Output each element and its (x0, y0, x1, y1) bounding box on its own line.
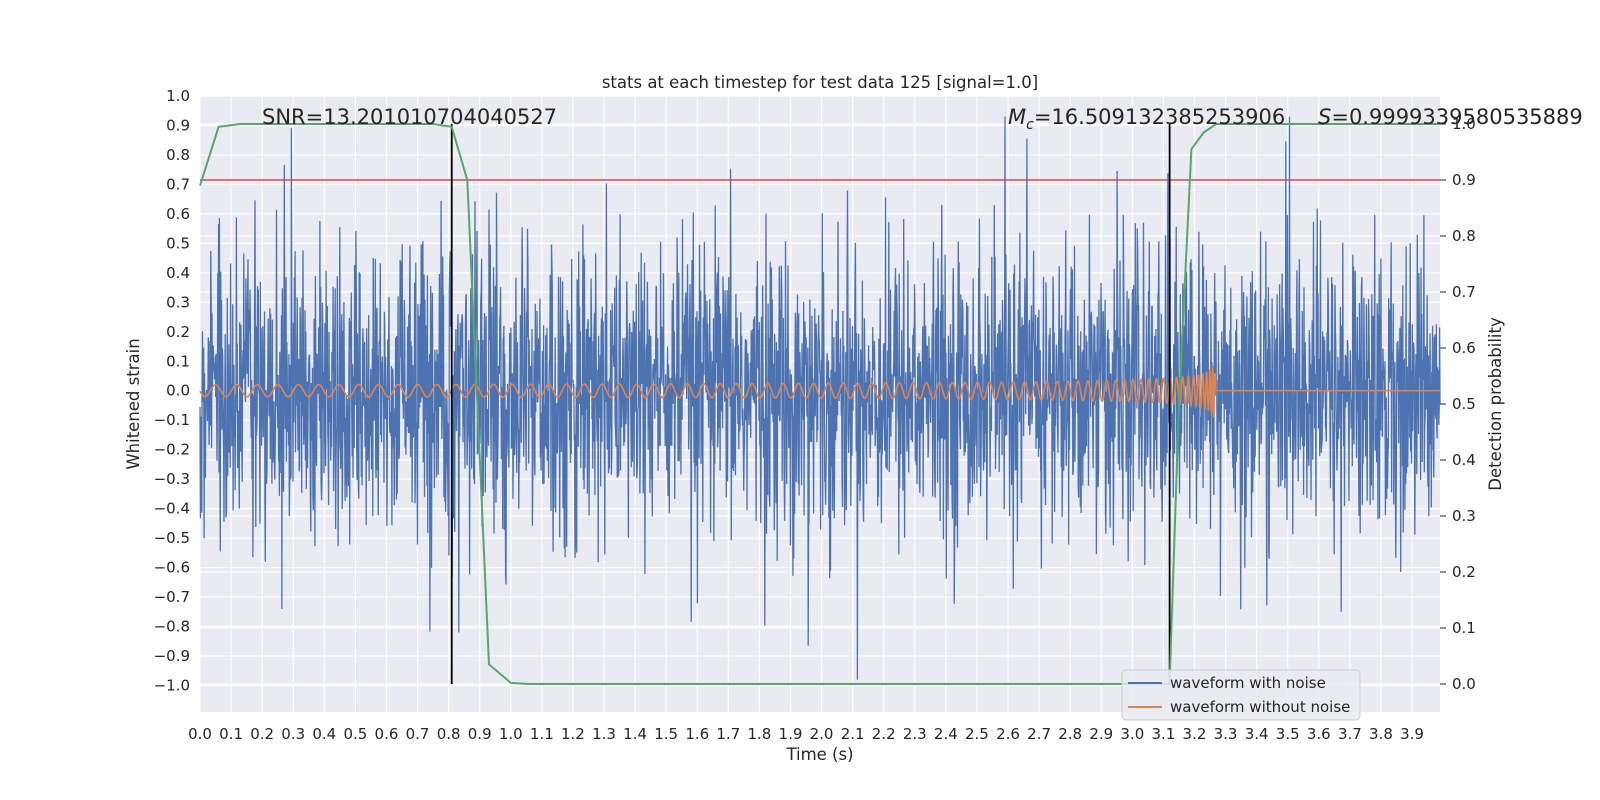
ylabel-right: Detection probability (1486, 317, 1505, 491)
legend-box (1121, 669, 1361, 721)
y-right-tick-label: 0.3 (1452, 507, 1476, 525)
y-tick-label: 0.2 (166, 323, 190, 341)
x-tick-label: 1.0 (499, 725, 523, 743)
x-tick-label: 0.1 (219, 725, 243, 743)
x-tick-label: 3.3 (1214, 725, 1238, 743)
y-right-tick-label: 0.5 (1452, 395, 1476, 413)
x-tick-label: 2.4 (934, 725, 958, 743)
x-tick-label: 2.3 (903, 725, 927, 743)
legend-label-signal: waveform without noise (1170, 698, 1350, 716)
x-tick-label: 3.9 (1400, 725, 1424, 743)
y-right-tick-label: 0.6 (1452, 339, 1476, 357)
x-tick-label: 2.7 (1027, 725, 1051, 743)
y-tick-label: −0.5 (154, 529, 190, 547)
y-tick-label: −0.8 (154, 618, 190, 636)
x-tick-label: 2.9 (1089, 725, 1113, 743)
x-tick-label: 0.7 (406, 725, 430, 743)
x-tick-label: 2.5 (965, 725, 989, 743)
y-tick-label: 0.9 (166, 116, 190, 134)
x-tick-label: 1.1 (530, 725, 554, 743)
waveform-without-noise-line (199, 365, 1440, 418)
x-tick-label: 2.2 (872, 725, 896, 743)
y-right-tick-label: 0.0 (1452, 675, 1476, 693)
y-right-tick-label: 0.2 (1452, 563, 1476, 581)
x-tick-label: 1.4 (623, 725, 647, 743)
title: stats at each timestep for test data 125… (602, 73, 1038, 92)
waveform-with-noise-line (199, 116, 1441, 680)
y-tick-label: 0.1 (166, 352, 190, 370)
y-tick-label: −1.0 (154, 676, 190, 694)
legend-label-noise: waveform with noise (1170, 674, 1326, 692)
x-tick-label: 0.5 (343, 725, 367, 743)
x-tick-label: 3.5 (1276, 725, 1300, 743)
y-tick-label: 0.3 (166, 293, 190, 311)
y-right-tick-label: 0.7 (1452, 283, 1476, 301)
y-right-tick-label: 0.4 (1452, 451, 1476, 469)
x-tick-label: 1.7 (716, 725, 740, 743)
y-tick-label: 0.7 (166, 175, 190, 193)
x-tick-label: 0.9 (468, 725, 492, 743)
y-tick-label: −0.7 (154, 588, 190, 606)
x-tick-label: 3.7 (1338, 725, 1362, 743)
x-tick-label: 3.1 (1151, 725, 1175, 743)
y-tick-label: 0.8 (166, 146, 190, 164)
x-tick-label: 2.1 (841, 725, 865, 743)
x-tick-label: 1.6 (685, 725, 709, 743)
x-tick-label: 0.6 (375, 725, 399, 743)
y-tick-label: −0.4 (154, 500, 190, 518)
x-tick-label: 3.4 (1245, 725, 1269, 743)
y-tick-label: 0.5 (166, 234, 190, 252)
y-right-tick-label: 0.8 (1452, 227, 1476, 245)
y-tick-label: 0.6 (166, 205, 190, 223)
x-tick-label: 1.8 (747, 725, 771, 743)
x-tick-label: 3.8 (1369, 725, 1393, 743)
x-tick-label: 0.3 (281, 725, 305, 743)
x-tick-label: 1.9 (779, 725, 803, 743)
detection-probability-line (199, 123, 1440, 685)
y-tick-label: −0.2 (154, 441, 190, 459)
x-tick-label: 2.0 (810, 725, 834, 743)
y-tick-label: −0.6 (154, 559, 190, 577)
x-tick-label: 1.5 (654, 725, 678, 743)
mc-annotation: Mc=16.509132385253906 (1008, 105, 1285, 133)
x-tick-label: 3.0 (1120, 725, 1144, 743)
y-tick-label: −0.9 (154, 647, 190, 665)
y-tick-label: 0.4 (166, 264, 190, 282)
x-tick-label: 0.4 (312, 725, 336, 743)
y-tick-label: −0.1 (154, 411, 190, 429)
x-tick-label: 0.8 (437, 725, 461, 743)
y-right-tick-label: 1.0 (1452, 115, 1476, 133)
x-tick-label: 1.2 (561, 725, 585, 743)
legend: waveform with noise waveform without noi… (1121, 669, 1361, 721)
x-tick-label: 3.2 (1183, 725, 1207, 743)
x-tick-label: 3.6 (1307, 725, 1331, 743)
xlabel: Time (s) (785, 745, 853, 764)
y-right-tick-label: 0.1 (1452, 619, 1476, 637)
x-tick-label: 0.0 (188, 725, 212, 743)
x-tick-label: 0.2 (250, 725, 274, 743)
snr-annotation: SNR=13.201010704040527 (262, 105, 557, 129)
x-tick-label: 2.6 (996, 725, 1020, 743)
y-tick-label: 0.0 (166, 382, 190, 400)
y-tick-label: −0.3 (154, 470, 190, 488)
x-tick-label: 2.8 (1058, 725, 1082, 743)
ylabel: Whitened strain (124, 338, 143, 469)
y-tick-label: 1.0 (166, 87, 190, 105)
y-right-tick-label: 0.9 (1452, 171, 1476, 189)
x-tick-label: 1.3 (592, 725, 616, 743)
s-annotation: S=0.9999339580535889 (1318, 105, 1583, 129)
